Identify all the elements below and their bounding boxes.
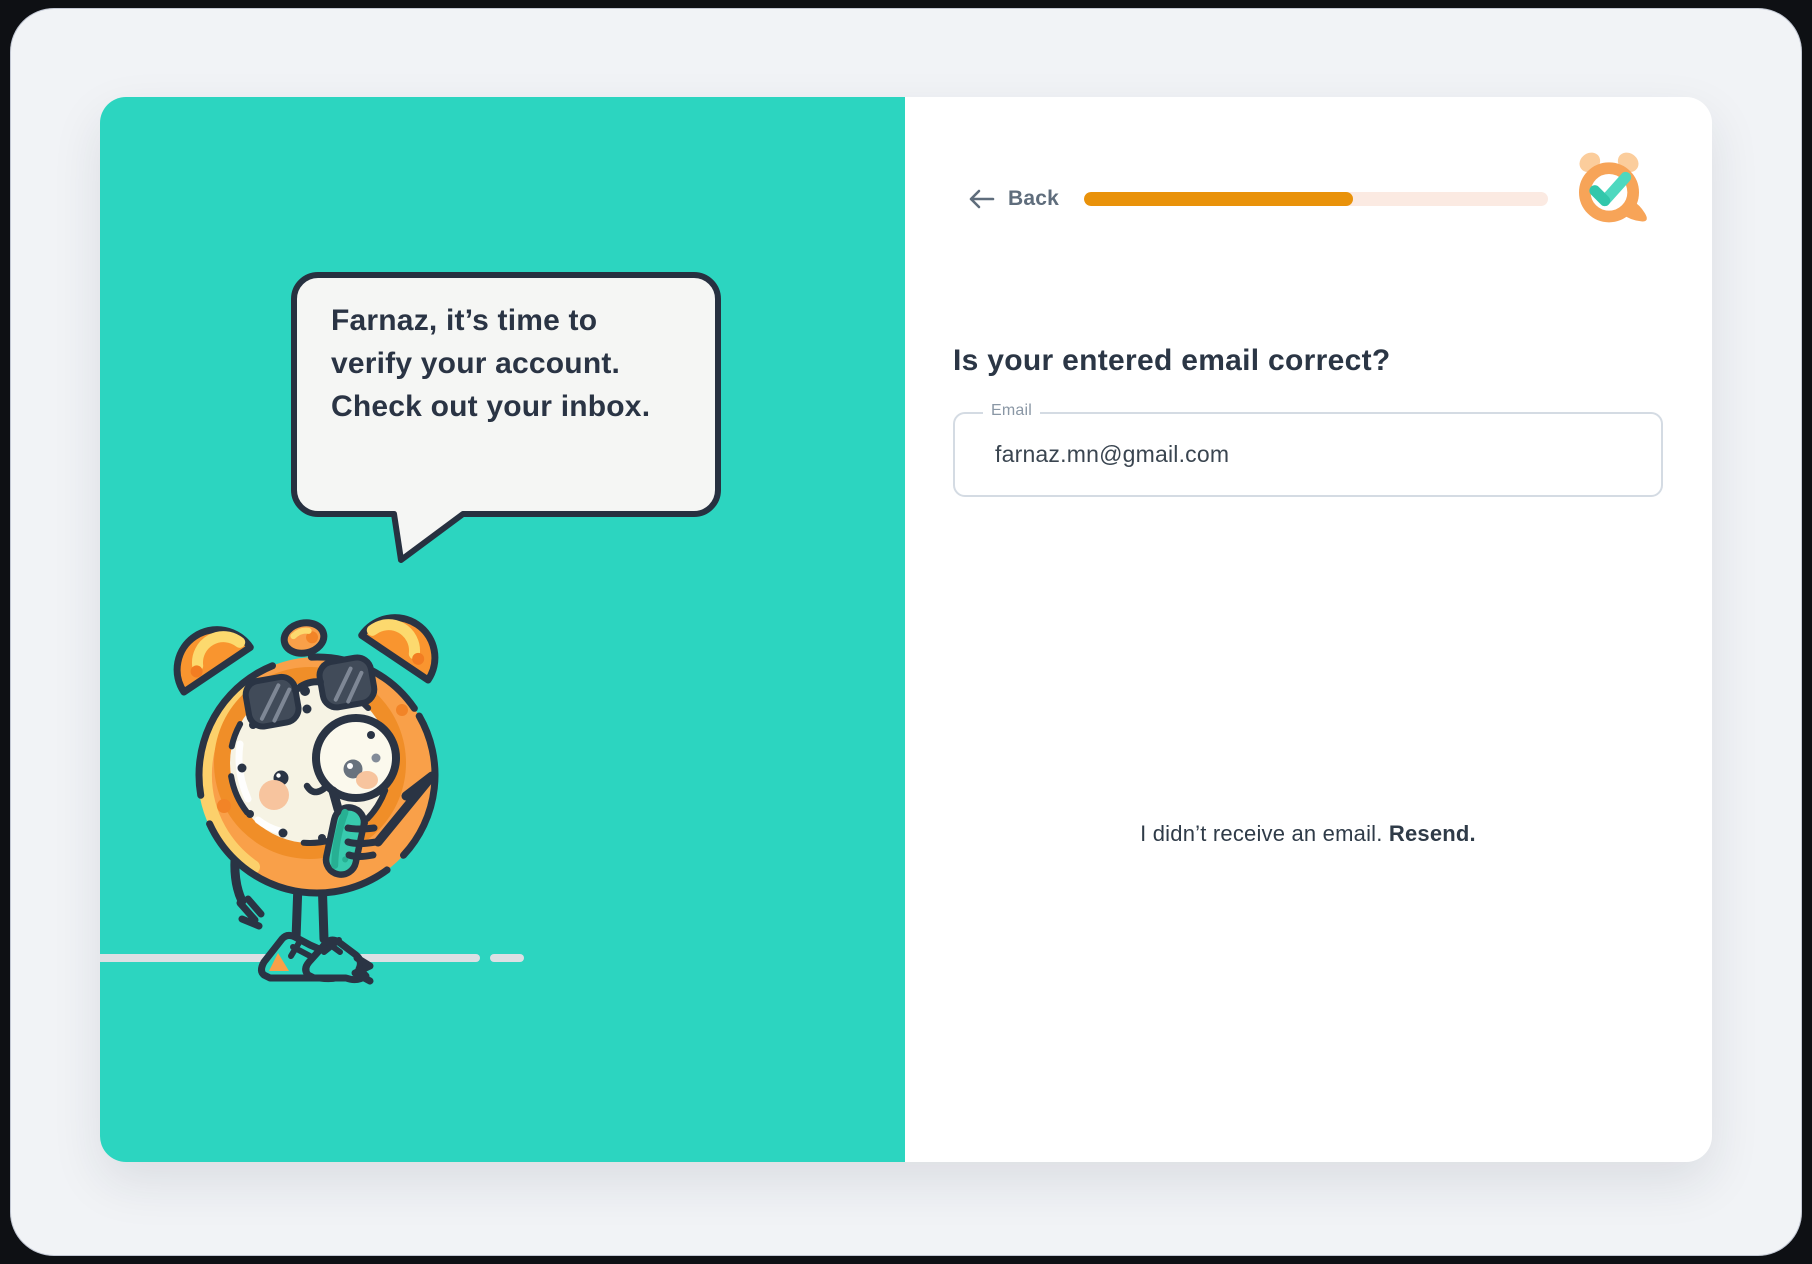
- hand-right: [344, 824, 380, 860]
- form-panel: Back Is your entered email correct? Emai…: [905, 97, 1712, 1162]
- page-title: Is your entered email correct?: [953, 344, 1391, 377]
- speech-bubble-line: Farnaz, it’s time to: [331, 304, 598, 337]
- resend-prefix: I didn’t receive an email.: [1140, 821, 1389, 846]
- logo-tail: [1619, 200, 1647, 222]
- illustration-panel: Farnaz, it’s time to verify your account…: [100, 97, 905, 1162]
- logo-ring: [1579, 162, 1639, 223]
- blush-left: [259, 780, 289, 810]
- speech-bubble-line: Check out your inbox.: [331, 390, 651, 423]
- clock-bell-right: [358, 614, 439, 684]
- resend-text: I didn’t receive an email. Resend.: [953, 821, 1663, 847]
- back-label: Back: [1008, 187, 1060, 210]
- speech-bubble-shape: [291, 272, 721, 563]
- progress-bar: [1084, 192, 1549, 206]
- hand-left: [236, 895, 265, 930]
- clock-knob: [280, 619, 328, 657]
- top-bar: Back: [953, 181, 1663, 217]
- back-button[interactable]: Back: [968, 187, 1059, 211]
- ground-line-dash: [490, 954, 524, 962]
- sunglasses-icon: [242, 654, 378, 730]
- app-frame: Farnaz, it’s time to verify your account…: [10, 8, 1802, 1256]
- sneakers: [258, 931, 374, 985]
- speech-bubble-line: verify your account.: [331, 347, 621, 380]
- progress-bar-fill: [1084, 192, 1354, 206]
- magnifying-glass-icon: [312, 714, 400, 878]
- alarm-clock-character-illustration: [173, 614, 439, 985]
- clock-bell-left: [173, 626, 254, 696]
- onboarding-card: Farnaz, it’s time to verify your account…: [100, 97, 1712, 1162]
- email-input[interactable]: [953, 412, 1663, 497]
- resend-action[interactable]: Resend.: [1388, 821, 1476, 846]
- speech-bubble: Farnaz, it’s time to verify your account…: [291, 272, 721, 572]
- speech-bubble-text: Farnaz, it’s time to verify your account…: [331, 299, 701, 428]
- email-field-label: Email: [983, 402, 1041, 420]
- arm-right: [373, 771, 437, 847]
- email-field-wrapper: Email: [953, 402, 1663, 497]
- alarm-clock-logo-icon: [1579, 152, 1647, 223]
- arrow-left-icon: [969, 189, 995, 209]
